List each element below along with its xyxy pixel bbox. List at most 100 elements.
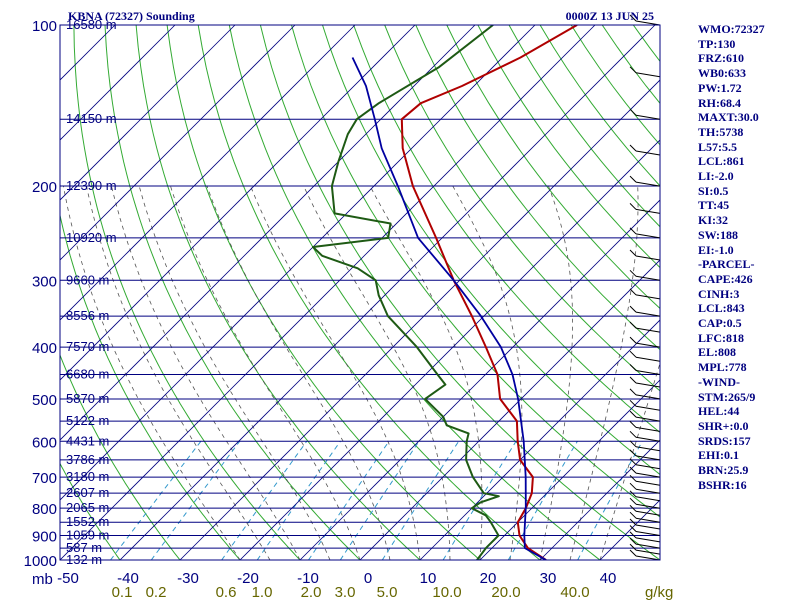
- isotherms: [60, 25, 660, 560]
- height-label: 3786 m: [66, 452, 109, 467]
- sounding-index-item: SHR+:0.0: [698, 418, 749, 433]
- wind-barb: [635, 114, 661, 120]
- wind-barb-flag: [629, 511, 637, 519]
- wind-barb-flag: [629, 399, 637, 407]
- sounding-index-item: PW:1.72: [698, 80, 742, 95]
- moist-adiabat: [599, 361, 660, 560]
- wind-barb: [635, 524, 661, 530]
- wind-barb: [635, 472, 661, 478]
- height-label: 12390 m: [66, 178, 117, 193]
- wind-barb: [635, 555, 661, 561]
- wind-barb-flag: [629, 388, 637, 396]
- mixing-ratio-axis-labels: 0.1 0.2 0.6 1.0 2.0 3.0 5.0 10.0 20.0 40.0: [112, 584, 590, 600]
- temperature-label: 10: [420, 570, 437, 587]
- wind-barb-flag: [629, 531, 637, 539]
- wind-barb: [635, 327, 661, 333]
- pressure-label: 300: [32, 273, 57, 290]
- sounding-index-item: TP:130: [698, 36, 736, 51]
- isotherm: [179, 79, 660, 560]
- isotherm: [359, 259, 660, 560]
- temperature-label: -50: [57, 570, 79, 587]
- temperature-label: -10: [297, 570, 319, 587]
- sounding-index-item: TT:45: [698, 198, 730, 213]
- mixing-ratio-label: 20.0: [491, 584, 520, 600]
- wind-barb: [635, 464, 661, 470]
- chart-title-time: 0000Z 13 JUN 25: [566, 9, 654, 23]
- mixing-ratio-label: 0.2: [146, 584, 167, 600]
- sounding-index-item: LCL:843: [698, 301, 745, 316]
- height-label: 7570 m: [66, 339, 109, 354]
- isotherm: [239, 139, 660, 560]
- isotherm: [60, 25, 536, 501]
- wind-barb-flag: [629, 144, 637, 152]
- wind-barb: [635, 549, 661, 555]
- wind-barbs: [629, 14, 661, 561]
- sounding-profiles: [312, 25, 578, 560]
- height-label: 9660 m: [66, 272, 109, 287]
- wind-barb-flag: [629, 474, 637, 482]
- pressure-unit-label: mb: [32, 571, 53, 588]
- wind-barb-flag: [629, 549, 637, 557]
- wind-barb-flag: [629, 482, 637, 490]
- isotherm: [119, 25, 656, 560]
- wind-barb-flag: [629, 449, 637, 457]
- mixing-ratio-label: 40.0: [560, 584, 589, 600]
- sounding-index-item: RH:68.4: [698, 95, 741, 110]
- wind-barb-flag: [629, 430, 637, 438]
- sounding-index-item: BSHR:16: [698, 477, 747, 492]
- sounding-index-item: EI:-1.0: [698, 242, 734, 257]
- wind-barb-flag: [629, 249, 637, 257]
- wind-barb: [635, 20, 661, 26]
- isotherm: [539, 439, 660, 560]
- sounding-index-item: -WIND-: [698, 374, 740, 389]
- sounding-index-item: EHI:0.1: [698, 448, 740, 463]
- moist-adiabat: [170, 185, 361, 560]
- parcel-line: [351, 57, 547, 560]
- height-label: 6680 m: [66, 367, 109, 382]
- wind-barb-flag: [629, 543, 637, 551]
- wind-barb: [635, 503, 661, 509]
- height-label: 4431 m: [66, 433, 109, 448]
- wind-barb: [635, 405, 661, 411]
- sounding-index-item: FRZ:610: [698, 51, 744, 66]
- wind-barb-flag: [629, 336, 637, 344]
- wind-barb: [635, 537, 661, 543]
- isotherm: [60, 25, 236, 201]
- sounding-index-item: MPL:778: [698, 360, 747, 375]
- wind-barb: [635, 255, 661, 261]
- wind-barb: [635, 342, 661, 348]
- wind-barb-flag: [629, 269, 637, 277]
- wind-barb-flag: [629, 321, 637, 329]
- wind-barb-flag: [629, 458, 637, 466]
- height-label: 14150 m: [66, 111, 117, 126]
- mixing-ratio-line: [308, 441, 390, 560]
- isotherm: [419, 319, 660, 560]
- wind-barb-flag: [629, 440, 637, 448]
- temperature-axis-labels: -50 -40 -30 -20 -10 0 10 20 30 40: [57, 570, 616, 587]
- sounding-index-item: WB0:633: [698, 66, 746, 81]
- wind-barb: [635, 208, 661, 214]
- pressure-label: 400: [32, 340, 57, 357]
- height-label: 5122 m: [66, 413, 109, 428]
- wind-barb-flag: [629, 376, 637, 384]
- isotherm: [60, 25, 416, 381]
- mixing-ratio-label: 5.0: [377, 584, 398, 600]
- sounding-index-item: BRN:25.9: [698, 463, 749, 478]
- wind-barb-flag: [629, 504, 637, 512]
- wind-barb: [635, 416, 661, 422]
- sounding-index-item: SW:188: [698, 227, 739, 242]
- wind-barb: [635, 356, 661, 362]
- isotherm: [60, 25, 476, 441]
- height-label: 16580 m: [66, 17, 117, 32]
- temperature-label: 40: [600, 570, 617, 587]
- mixing-ratio-line: [339, 441, 420, 560]
- height-label: 10920 m: [66, 230, 117, 245]
- sounding-indices-panel: WMO:72327 TP:130 FRZ:610 WB0:633 PW:1.72 RH:6…: [698, 22, 798, 493]
- sounding-index-item: CAPE:426: [698, 271, 753, 286]
- wind-barb: [635, 181, 661, 187]
- wind-barb-flag: [629, 108, 637, 116]
- wind-barb: [635, 446, 661, 452]
- sounding-index-item: LCL:861: [698, 154, 745, 169]
- pressure-label: 600: [32, 434, 57, 451]
- wind-barb: [635, 488, 661, 494]
